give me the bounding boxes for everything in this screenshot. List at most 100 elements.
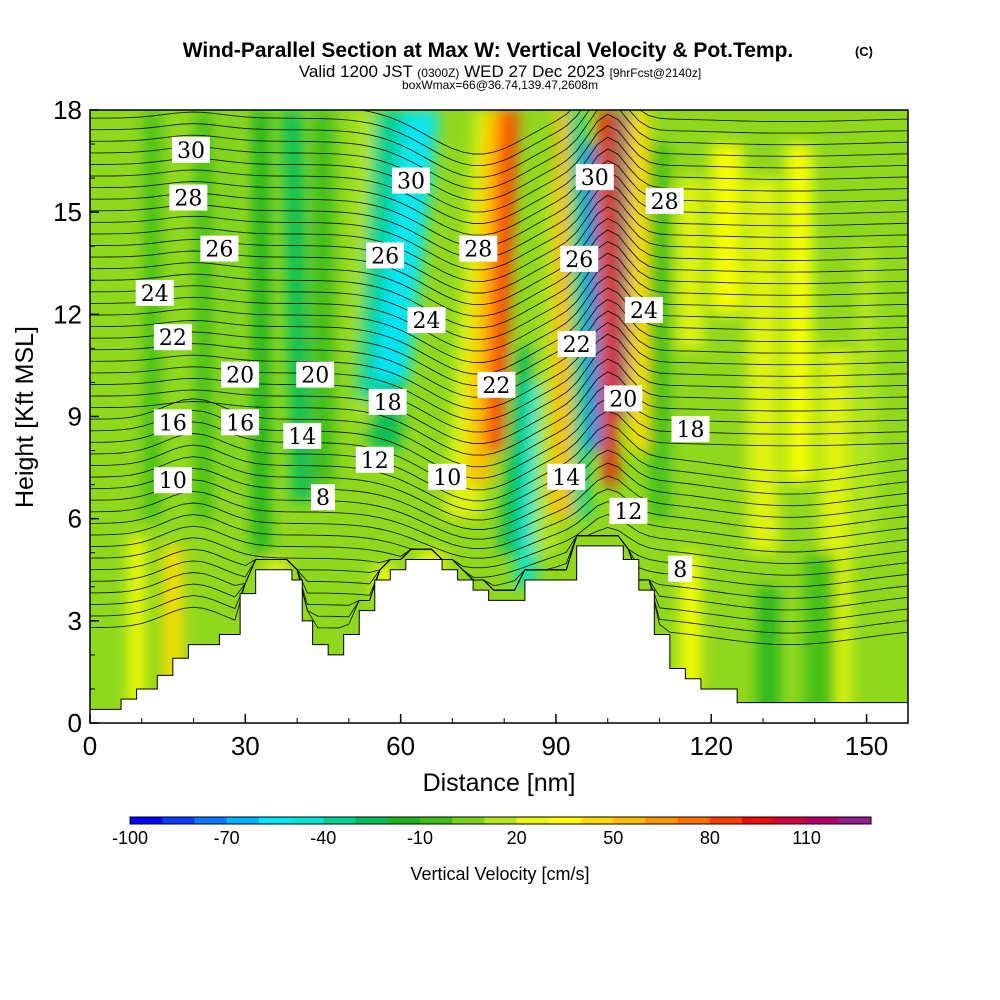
theta-label: 20 — [604, 385, 643, 412]
theta-label-box — [296, 361, 335, 388]
theta-label-box — [428, 463, 467, 490]
theta-label-text: 10 — [159, 469, 187, 494]
velocity-band — [222, 110, 238, 485]
colorbar-swatch — [162, 817, 195, 824]
y-tick-label: 15 — [53, 197, 82, 227]
colorbar-swatch — [742, 817, 775, 824]
velocity-band — [628, 110, 650, 451]
theta-label: 30 — [171, 136, 210, 164]
theta-label-box — [366, 242, 405, 269]
theta-label-box — [310, 484, 335, 511]
theta-contour — [90, 110, 908, 178]
theta-contour — [90, 535, 908, 591]
y-tick-label: 3 — [68, 606, 82, 636]
velocity-band — [677, 178, 704, 349]
theta-contour — [90, 194, 908, 282]
x-tick-label: 0 — [83, 731, 97, 761]
velocity-band — [786, 144, 813, 485]
colorbar-swatch — [548, 817, 582, 824]
theta-label: 8 — [310, 484, 335, 511]
theta-contour — [90, 322, 908, 410]
theta-contour — [90, 148, 908, 236]
copyright-mark: (C) — [855, 44, 873, 59]
velocity-field — [128, 110, 877, 723]
theta-label-box — [604, 385, 643, 412]
theta-label: 24 — [407, 307, 446, 334]
theta-label-text: 30 — [581, 166, 609, 191]
velocity-band — [582, 144, 602, 451]
theta-label: 10 — [153, 467, 192, 494]
colorbar-swatch — [838, 817, 872, 824]
theta-label-text: 14 — [552, 466, 580, 491]
theta-label: 30 — [575, 164, 614, 191]
theta-label-text: 12 — [361, 449, 389, 474]
velocity-band — [311, 110, 335, 485]
y-tick-label: 18 — [53, 95, 82, 125]
colorbar-swatch — [355, 817, 389, 824]
colorbar-swatch — [258, 817, 292, 824]
theta-label-text: 8 — [673, 558, 687, 583]
x-tick-label: 120 — [690, 731, 733, 761]
theta-label-box — [200, 235, 239, 262]
x-tick-label: 90 — [541, 731, 570, 761]
theta-contour — [90, 371, 908, 456]
x-axis-title: Distance [nm] — [423, 769, 576, 797]
theta-label-box — [171, 136, 210, 163]
theta-contour — [90, 462, 908, 530]
theta-label-box — [221, 361, 260, 388]
theta-label-box — [668, 555, 693, 582]
theta-label: 22 — [153, 324, 192, 351]
theta-label-box — [153, 409, 192, 436]
theta-label: 28 — [169, 184, 208, 212]
theta-contour — [90, 488, 908, 550]
theta-label-box — [283, 422, 322, 449]
theta-label-text: 18 — [374, 391, 402, 416]
y-tick-label: 0 — [68, 708, 82, 738]
theta-label-box — [407, 307, 446, 334]
colorbar-swatch — [387, 817, 421, 824]
theta-label-box — [355, 446, 394, 473]
colorbar-tick-label: 20 — [507, 828, 527, 848]
y-axis: 0 3 6 9 12 15 18 — [53, 95, 99, 738]
theta-label-box — [560, 245, 599, 272]
theta-contour — [90, 514, 908, 569]
theta-contour — [90, 535, 908, 587]
theta-contour — [90, 449, 908, 521]
velocity-band — [680, 552, 701, 689]
theta-label-text: 30 — [397, 170, 425, 195]
colorbar-tick-label: -10 — [407, 828, 433, 848]
theta-label-text: 26 — [565, 248, 593, 273]
colorbar-swatch — [677, 817, 711, 824]
theta-contour — [90, 110, 908, 190]
colorbar-swatch — [516, 817, 550, 824]
theta-label-text: 10 — [433, 466, 461, 491]
theta-label-text: 28 — [174, 187, 202, 212]
theta-label-text: 8 — [316, 486, 330, 511]
velocity-band — [162, 545, 184, 683]
velocity-band — [195, 110, 213, 519]
colorbar-swatch — [484, 817, 518, 824]
theta-label: 30 — [391, 167, 430, 195]
forecast-tag: [9hrFcst@2140z] — [610, 66, 702, 80]
theta-label-text: 14 — [288, 425, 316, 450]
theta-contour — [90, 125, 908, 213]
x-tick-label: 60 — [386, 731, 415, 761]
colorbar: -100 -70 -40 -10 20 50 80 110 — [112, 816, 872, 848]
theta-label-box — [645, 187, 684, 214]
theta-contour — [90, 229, 908, 317]
chart-title: Wind-Parallel Section at Max W: Vertical… — [183, 39, 794, 62]
theta-label: 26 — [560, 245, 599, 273]
theta-label: 26 — [200, 235, 239, 263]
theta-contour — [90, 384, 908, 468]
theta-label: 22 — [557, 330, 596, 358]
theta-label: 18 — [671, 416, 710, 443]
colorbar-swatch — [581, 817, 614, 824]
valid-prefix: Valid 1200 JST — [299, 62, 413, 81]
colorbar-swatch — [291, 817, 324, 824]
velocity-band — [711, 144, 743, 315]
theta-contour — [90, 159, 908, 248]
theta-label: 12 — [609, 497, 648, 525]
theta-label: 28 — [459, 235, 498, 263]
colorbar-tick-label: 80 — [700, 828, 720, 848]
theta-label-box — [368, 388, 407, 415]
